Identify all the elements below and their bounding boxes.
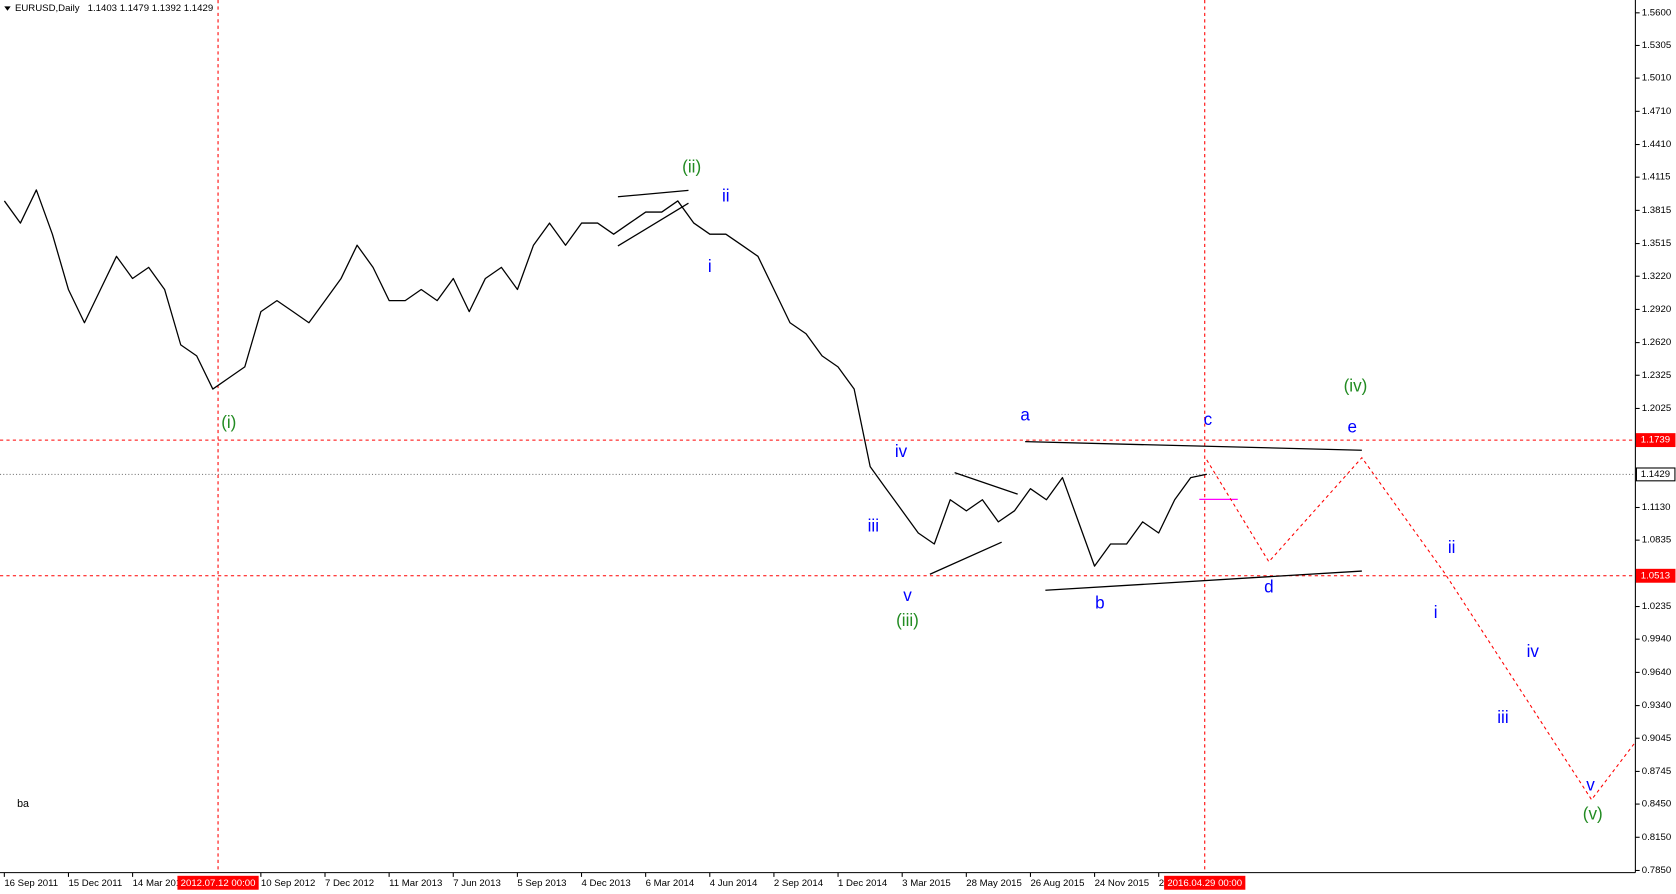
y-tick-label: 0.9340 bbox=[1642, 700, 1671, 711]
wave-label: c bbox=[1204, 410, 1213, 429]
trendline bbox=[929, 541, 1002, 575]
trendline bbox=[1025, 441, 1362, 451]
wave-label: (ii) bbox=[682, 157, 701, 176]
y-tick-label: 1.5010 bbox=[1642, 73, 1671, 84]
wave-label: d bbox=[1264, 578, 1274, 597]
wave-label: iv bbox=[1527, 642, 1540, 661]
wave-label: a bbox=[1020, 405, 1030, 424]
x-tick-label: 14 Mar 201 bbox=[133, 878, 182, 889]
y-tick-label: 0.7850 bbox=[1642, 865, 1671, 876]
wave-label: b bbox=[1095, 594, 1105, 613]
x-tick-label: 16 Sep 2011 bbox=[4, 878, 58, 889]
y-tick-label: 1.3815 bbox=[1642, 205, 1671, 216]
price-line bbox=[3, 189, 1207, 567]
y-tick-label: 0.8450 bbox=[1642, 799, 1671, 810]
y-tick-label: 0.9940 bbox=[1642, 634, 1671, 645]
wave-label: ii bbox=[1448, 538, 1456, 557]
time-label: 2012.07.12 00:00 bbox=[181, 878, 256, 889]
y-tick-label: 1.2025 bbox=[1642, 403, 1671, 414]
y-tick-label: 0.8745 bbox=[1642, 766, 1671, 777]
time-label-box bbox=[1164, 875, 1246, 890]
x-tick-label: 24 Nov 2015 bbox=[1095, 878, 1149, 889]
ohlc-values: 1.1403 1.1479 1.1392 1.1429 bbox=[88, 3, 214, 14]
y-tick-label: 1.2620 bbox=[1642, 337, 1671, 348]
x-tick-label: 4 Jun 2014 bbox=[710, 878, 758, 889]
trendline bbox=[617, 202, 689, 247]
x-tick-label: 7 Dec 2012 bbox=[325, 878, 374, 889]
trendline bbox=[617, 189, 689, 198]
y-tick-label: 1.4115 bbox=[1642, 172, 1671, 183]
price-label-box bbox=[1635, 467, 1676, 482]
trendline bbox=[1045, 570, 1362, 591]
wave-label: v bbox=[903, 586, 912, 605]
wave-label: (iii) bbox=[896, 611, 919, 630]
wave-label: ii bbox=[722, 186, 730, 205]
chart-title: EURUSD,Daily bbox=[15, 3, 80, 14]
x-tick-label: 1 Dec 2014 bbox=[838, 878, 888, 889]
y-tick-label: 1.2325 bbox=[1642, 370, 1671, 381]
y-tick-label: 0.9640 bbox=[1642, 667, 1671, 678]
price-label-box bbox=[1635, 568, 1676, 583]
wave-label: iii bbox=[868, 517, 879, 536]
price-label-box bbox=[1635, 433, 1676, 448]
price-label: 1.0513 bbox=[1641, 570, 1670, 581]
x-tick-label: 26 Aug 2015 bbox=[1030, 878, 1084, 889]
y-tick-label: 0.8150 bbox=[1642, 832, 1671, 843]
x-tick-label: 11 Mar 2013 bbox=[389, 878, 442, 889]
wave-label: iv bbox=[895, 442, 908, 461]
x-tick-label: 15 Dec 2011 bbox=[68, 878, 122, 889]
x-tick-label: 7 Jun 2013 bbox=[453, 878, 501, 889]
y-tick-label: 1.2920 bbox=[1642, 304, 1671, 315]
y-tick-label: 1.3515 bbox=[1642, 238, 1671, 249]
y-tick-label: 1.5600 bbox=[1642, 7, 1671, 18]
y-tick-label: 1.0235 bbox=[1642, 601, 1671, 612]
wave-label: e bbox=[1347, 417, 1357, 436]
price-label: 1.1429 bbox=[1641, 469, 1670, 480]
x-tick-label: 2 Sep 2014 bbox=[774, 878, 824, 889]
y-tick-label: 1.0835 bbox=[1642, 535, 1671, 546]
wave-label: iii bbox=[1497, 708, 1508, 727]
time-label: 2016.04.29 00:00 bbox=[1167, 878, 1242, 889]
wave-label: i bbox=[708, 257, 712, 276]
price-label: 1.1739 bbox=[1641, 435, 1670, 446]
x-tick-label: 5 Sep 2013 bbox=[517, 878, 566, 889]
y-tick-label: 1.4710 bbox=[1642, 106, 1671, 117]
projection-line bbox=[1206, 456, 1636, 801]
wave-label: (i) bbox=[221, 413, 236, 432]
x-tick-label: 6 Mar 2014 bbox=[646, 878, 695, 889]
x-tick-label: 4 Dec 2013 bbox=[582, 878, 631, 889]
y-tick-label: 1.5305 bbox=[1642, 40, 1671, 51]
y-tick-label: 1.3220 bbox=[1642, 271, 1671, 282]
wave-label: (iv) bbox=[1344, 377, 1368, 396]
y-tick-label: 1.4410 bbox=[1642, 139, 1671, 150]
wave-label: i bbox=[1434, 603, 1438, 622]
y-tick-label: 1.1130 bbox=[1642, 502, 1671, 513]
time-label-box bbox=[177, 875, 259, 890]
x-tick-label: 3 Mar 2015 bbox=[902, 878, 951, 889]
trendline bbox=[954, 472, 1018, 495]
wave-label: (v) bbox=[1583, 804, 1603, 823]
wave-label: v bbox=[1586, 776, 1595, 795]
menu-arrow bbox=[4, 6, 11, 11]
x-tick-label: 28 May 2015 bbox=[966, 878, 1022, 889]
y-tick-label: 0.9045 bbox=[1642, 733, 1671, 744]
corner-text: ba bbox=[17, 798, 29, 810]
x-tick-label: 10 Sep 2012 bbox=[261, 878, 316, 889]
